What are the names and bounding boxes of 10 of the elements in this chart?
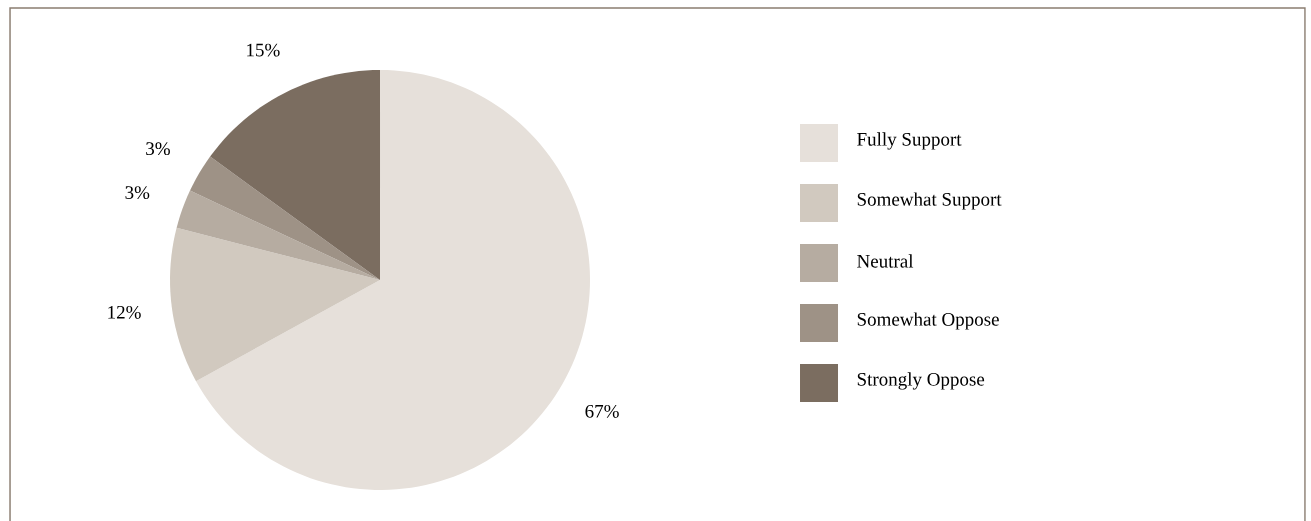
data-label: 12% (108, 305, 141, 319)
data-label: 15% (247, 43, 280, 57)
legend-label: Fully Support (857, 132, 962, 150)
data-label: 3% (125, 186, 150, 200)
legend-label: Neutral (857, 254, 914, 268)
legend-label: Somewhat Support (857, 192, 1002, 210)
data-label: 67% (585, 404, 619, 418)
legend-label: Strongly Oppose (857, 372, 985, 390)
data-label: 3% (146, 142, 170, 156)
legend-label: Somewhat Oppose (857, 312, 999, 330)
